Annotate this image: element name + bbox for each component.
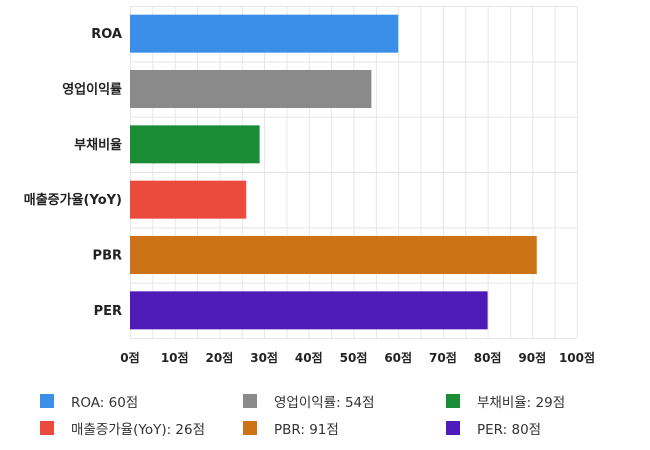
legend: ROA: 60점 영업이익률: 54점 부채비율: 29점 매출증가율(YoY)… xyxy=(40,390,640,439)
legend-label-pbr: PBR: 91점 xyxy=(274,422,339,438)
tick-label: 50점 xyxy=(340,350,368,365)
bar[interactable] xyxy=(130,14,399,53)
category-label: 매출증가율(YoY) xyxy=(24,192,122,208)
bar[interactable] xyxy=(130,180,247,219)
tick-label: 10점 xyxy=(161,350,189,365)
legend-swatch-debt-ratio xyxy=(446,394,460,408)
grid-lines xyxy=(130,6,578,339)
legend-label-revenue-growth: 매출증가율(YoY): 26점 xyxy=(71,422,206,438)
tick-label: 30점 xyxy=(250,350,278,365)
legend-label-debt-ratio: 부채비율: 29점 xyxy=(477,395,566,411)
category-label: PBR xyxy=(93,249,122,264)
tick-label: 70점 xyxy=(429,350,457,365)
tick-label: 40점 xyxy=(295,350,323,365)
legend-swatch-revenue-growth xyxy=(40,421,54,435)
category-label: PER xyxy=(94,304,122,319)
legend-item-revenue-growth[interactable]: 매출증가율(YoY): 26점 xyxy=(40,417,243,439)
legend-label-roa: ROA: 60점 xyxy=(71,395,139,411)
tick-label: 0점 xyxy=(120,350,139,365)
category-label: 영업이익률 xyxy=(62,82,122,98)
tick-label: 90점 xyxy=(518,350,546,365)
legend-item-per[interactable]: PER: 80점 xyxy=(446,417,636,439)
category-label: 부채비율 xyxy=(74,137,122,153)
legend-label-operating-margin: 영업이익률: 54점 xyxy=(274,395,375,411)
tick-label: 60점 xyxy=(384,350,412,365)
tick-label: 20점 xyxy=(206,350,234,365)
x-axis-tick-labels: 0점 10점 20점 30점 40점 50점 60점 70점 80점 90점 100점 xyxy=(120,350,595,365)
bar[interactable] xyxy=(130,125,260,164)
legend-label-per: PER: 80점 xyxy=(477,422,542,438)
legend-swatch-roa xyxy=(40,394,54,408)
tick-label: 80점 xyxy=(474,350,502,365)
legend-item-roa[interactable]: ROA: 60점 xyxy=(40,390,243,412)
legend-item-operating-margin[interactable]: 영업이익률: 54점 xyxy=(243,390,446,412)
bar[interactable] xyxy=(130,70,372,108)
bar[interactable] xyxy=(130,236,537,274)
legend-swatch-pbr xyxy=(243,421,257,435)
legend-swatch-operating-margin xyxy=(243,394,257,408)
legend-item-pbr[interactable]: PBR: 91점 xyxy=(243,417,446,439)
legend-swatch-per xyxy=(446,421,460,435)
legend-item-debt-ratio[interactable]: 부채비율: 29점 xyxy=(446,390,636,412)
bars xyxy=(130,14,537,330)
tick-label: 100점 xyxy=(559,350,595,365)
category-label: ROA xyxy=(91,27,122,42)
bar[interactable] xyxy=(130,291,488,330)
